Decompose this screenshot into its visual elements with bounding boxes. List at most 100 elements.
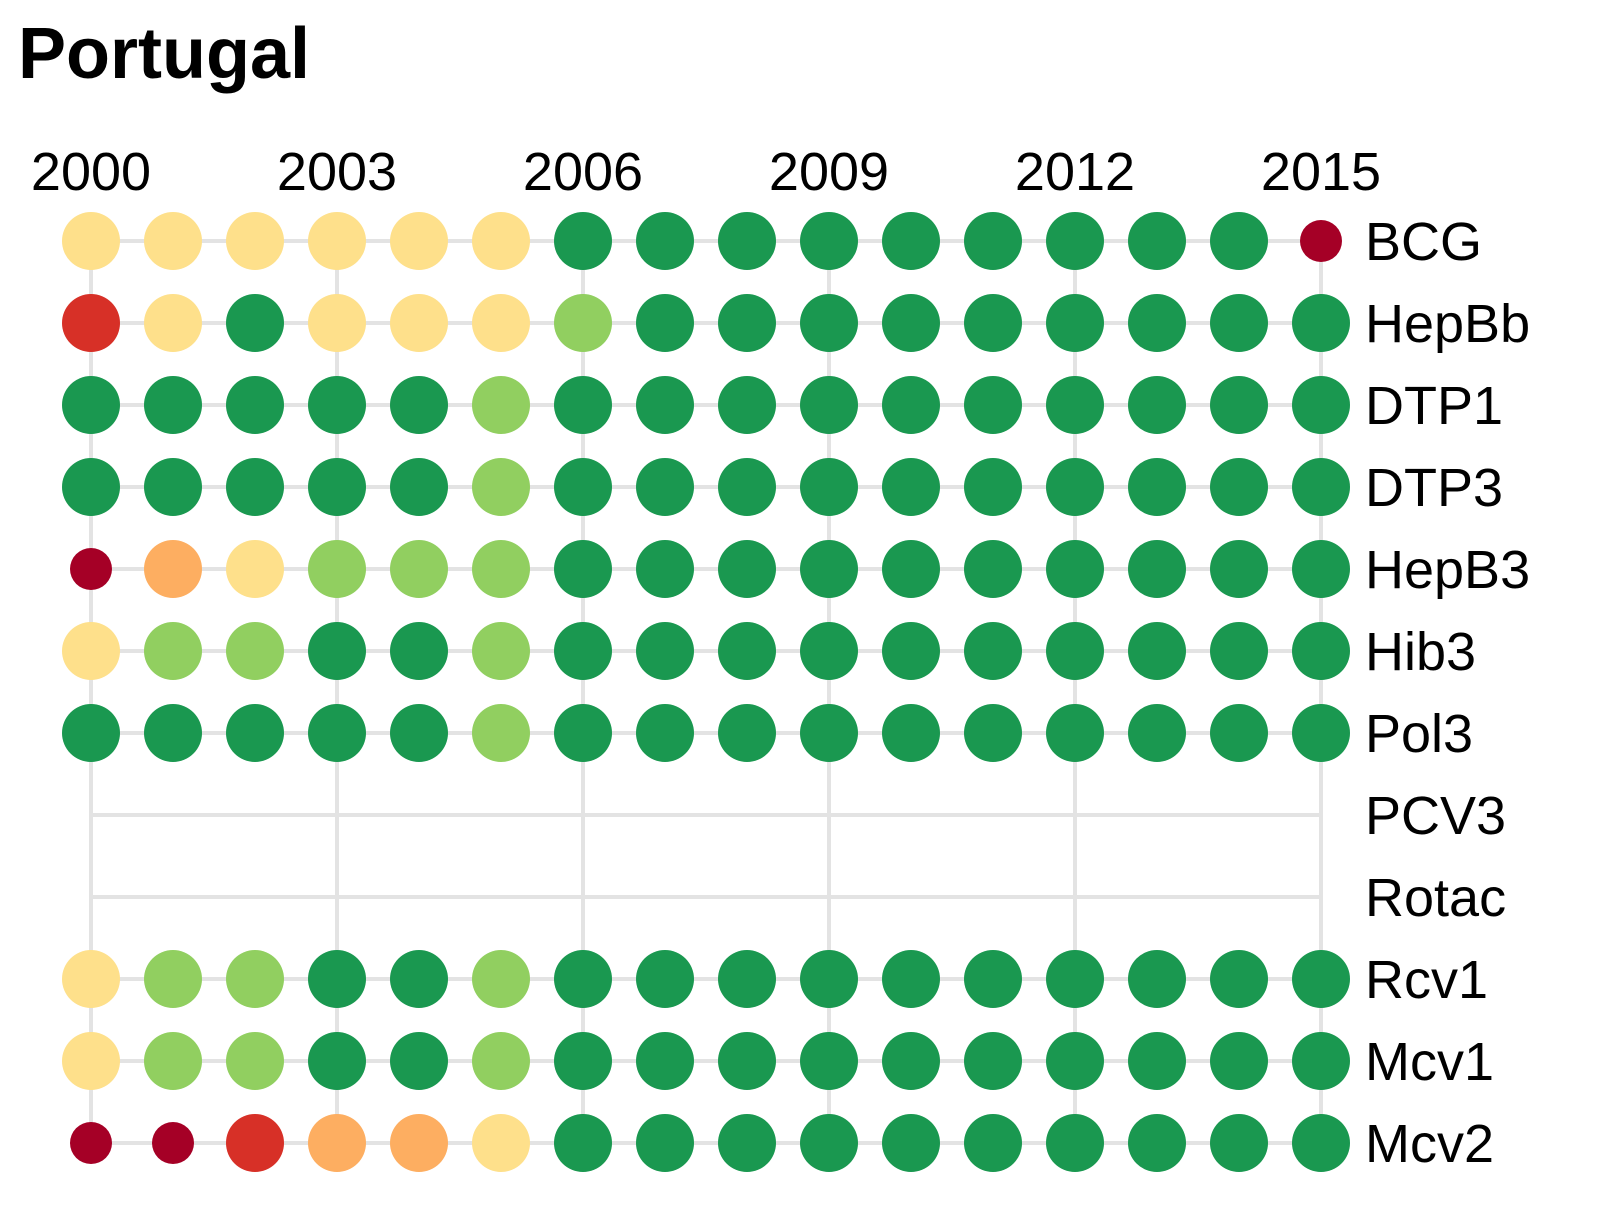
row-label-pcv3: PCV3 bbox=[1365, 786, 1506, 846]
dot-hepb3-2008 bbox=[718, 540, 776, 598]
dot-pol3-2001 bbox=[144, 704, 202, 762]
dot-mcv2-2010 bbox=[882, 1114, 940, 1172]
dot-mcv1-2007 bbox=[636, 1032, 694, 1090]
dot-rcv1-2014 bbox=[1210, 950, 1268, 1008]
dot-dtp1-2010 bbox=[882, 376, 940, 434]
row-label-mcv1: Mcv1 bbox=[1365, 1032, 1494, 1092]
dot-mcv1-2000 bbox=[62, 1032, 120, 1090]
dot-rcv1-2007 bbox=[636, 950, 694, 1008]
dot-hib3-2008 bbox=[718, 622, 776, 680]
row-label-hepb3: HepB3 bbox=[1365, 540, 1530, 600]
dot-dtp1-2005 bbox=[472, 376, 530, 434]
dot-hib3-2000 bbox=[62, 622, 120, 680]
dot-pol3-2003 bbox=[308, 704, 366, 762]
dot-hib3-2015 bbox=[1292, 622, 1350, 680]
dot-rcv1-2009 bbox=[800, 950, 858, 1008]
row-label-hepbb: HepBb bbox=[1365, 294, 1530, 354]
dot-dtp1-2009 bbox=[800, 376, 858, 434]
dot-dtp3-2006 bbox=[554, 458, 612, 516]
dot-hib3-2004 bbox=[390, 622, 448, 680]
dot-hepb3-2010 bbox=[882, 540, 940, 598]
dot-dtp3-2001 bbox=[144, 458, 202, 516]
dot-rcv1-2004 bbox=[390, 950, 448, 1008]
dot-hepbb-2005 bbox=[472, 294, 530, 352]
dot-rcv1-2001 bbox=[144, 950, 202, 1008]
dot-dtp1-2006 bbox=[554, 376, 612, 434]
dot-hepbb-2014 bbox=[1210, 294, 1268, 352]
dot-rcv1-2000 bbox=[62, 950, 120, 1008]
dot-dtp3-2008 bbox=[718, 458, 776, 516]
dot-bcg-2014 bbox=[1210, 212, 1268, 270]
dot-rcv1-2012 bbox=[1046, 950, 1104, 1008]
dot-hepbb-2000 bbox=[62, 294, 120, 352]
dot-dtp1-2002 bbox=[226, 376, 284, 434]
dot-pol3-2011 bbox=[964, 704, 1022, 762]
dot-dtp1-2011 bbox=[964, 376, 1022, 434]
dot-hepbb-2009 bbox=[800, 294, 858, 352]
dot-bcg-2012 bbox=[1046, 212, 1104, 270]
data-dots bbox=[62, 212, 1350, 1172]
dot-dtp3-2005 bbox=[472, 458, 530, 516]
dot-pol3-2009 bbox=[800, 704, 858, 762]
dot-bcg-2010 bbox=[882, 212, 940, 270]
dot-pol3-2002 bbox=[226, 704, 284, 762]
dot-mcv2-2003 bbox=[308, 1114, 366, 1172]
dot-dtp1-2013 bbox=[1128, 376, 1186, 434]
dot-pol3-2007 bbox=[636, 704, 694, 762]
dot-dtp1-2014 bbox=[1210, 376, 1268, 434]
dot-rcv1-2010 bbox=[882, 950, 940, 1008]
row-label-dtp3: DTP3 bbox=[1365, 458, 1503, 518]
dot-mcv1-2012 bbox=[1046, 1032, 1104, 1090]
dot-hepbb-2006 bbox=[554, 294, 612, 352]
dot-hepbb-2004 bbox=[390, 294, 448, 352]
dot-pol3-2004 bbox=[390, 704, 448, 762]
dot-bcg-2000 bbox=[62, 212, 120, 270]
dot-dtp1-2007 bbox=[636, 376, 694, 434]
dot-mcv1-2010 bbox=[882, 1032, 940, 1090]
dot-dtp3-2012 bbox=[1046, 458, 1104, 516]
dot-dtp1-2012 bbox=[1046, 376, 1104, 434]
dot-hepbb-2003 bbox=[308, 294, 366, 352]
dot-pol3-2005 bbox=[472, 704, 530, 762]
dot-rcv1-2013 bbox=[1128, 950, 1186, 1008]
dot-hib3-2013 bbox=[1128, 622, 1186, 680]
dot-dtp1-2000 bbox=[62, 376, 120, 434]
dot-hepb3-2009 bbox=[800, 540, 858, 598]
dot-mcv2-2000 bbox=[70, 1122, 112, 1164]
dot-bcg-2006 bbox=[554, 212, 612, 270]
dot-hepbb-2015 bbox=[1292, 294, 1350, 352]
dot-hib3-2005 bbox=[472, 622, 530, 680]
dot-hepb3-2003 bbox=[308, 540, 366, 598]
dot-hepb3-2015 bbox=[1292, 540, 1350, 598]
dot-mcv2-2007 bbox=[636, 1114, 694, 1172]
dot-hepb3-2005 bbox=[472, 540, 530, 598]
dot-hepbb-2008 bbox=[718, 294, 776, 352]
dot-hib3-2006 bbox=[554, 622, 612, 680]
dot-pol3-2014 bbox=[1210, 704, 1268, 762]
chart-title: Portugal bbox=[18, 14, 310, 94]
dot-mcv2-2008 bbox=[718, 1114, 776, 1172]
dot-rcv1-2008 bbox=[718, 950, 776, 1008]
dot-hepb3-2012 bbox=[1046, 540, 1104, 598]
dot-rcv1-2006 bbox=[554, 950, 612, 1008]
dot-pol3-2010 bbox=[882, 704, 940, 762]
dot-pol3-2006 bbox=[554, 704, 612, 762]
x-axis-ticks: 2000 2003 2006 2009 2012 2015 bbox=[31, 142, 1381, 202]
dot-mcv2-2001 bbox=[152, 1122, 194, 1164]
dot-mcv1-2003 bbox=[308, 1032, 366, 1090]
row-label-bcg: BCG bbox=[1365, 212, 1482, 272]
dot-hib3-2010 bbox=[882, 622, 940, 680]
dot-hib3-2002 bbox=[226, 622, 284, 680]
dot-mcv1-2009 bbox=[800, 1032, 858, 1090]
dot-mcv2-2015 bbox=[1292, 1114, 1350, 1172]
dot-dtp3-2013 bbox=[1128, 458, 1186, 516]
dot-bcg-2003 bbox=[308, 212, 366, 270]
dot-dtp1-2015 bbox=[1292, 376, 1350, 434]
dot-hib3-2009 bbox=[800, 622, 858, 680]
dot-dtp3-2014 bbox=[1210, 458, 1268, 516]
dot-bcg-2011 bbox=[964, 212, 1022, 270]
dot-dtp1-2008 bbox=[718, 376, 776, 434]
dot-hepbb-2012 bbox=[1046, 294, 1104, 352]
dot-mcv1-2013 bbox=[1128, 1032, 1186, 1090]
